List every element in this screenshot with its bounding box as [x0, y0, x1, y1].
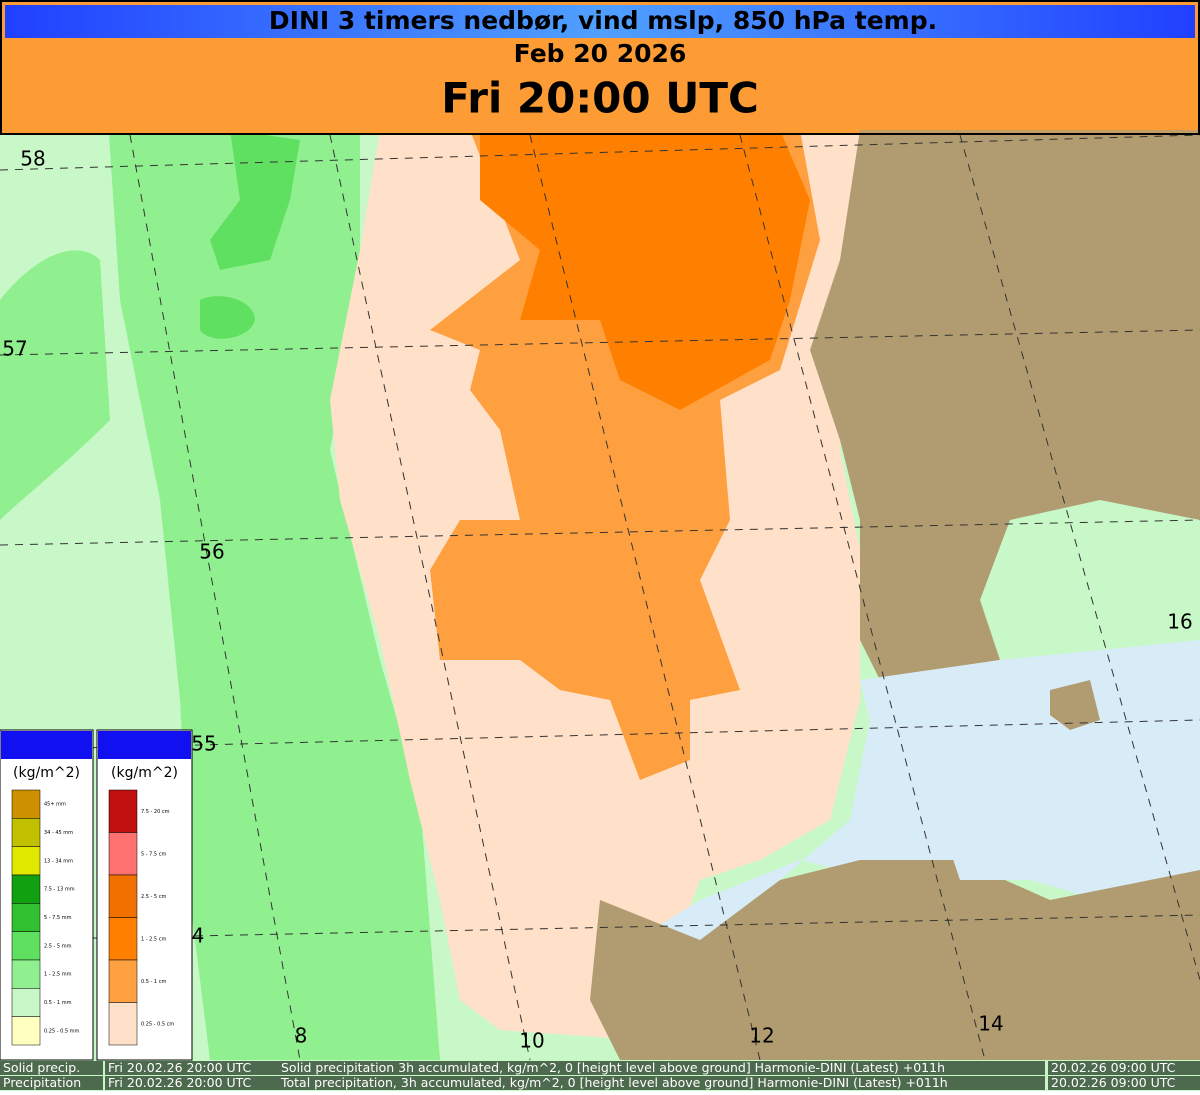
graticule: [0, 134, 1200, 1061]
legend-item: 34 - 45 mm: [44, 830, 73, 836]
sea: [620, 640, 1200, 1040]
lon-label: 10: [519, 1029, 544, 1053]
lat-label: 57: [2, 337, 27, 361]
legend-item: 7.5 - 20 cm: [141, 809, 170, 815]
lat-label: 55: [191, 732, 216, 756]
legend-item: 2.5 - 5 mm: [44, 943, 72, 949]
legend-swatch: [108, 789, 138, 833]
legend-item: 0.5 - 1 mm: [44, 1000, 72, 1006]
footer-text: Precipitation: [3, 1075, 81, 1090]
legend-swatch: [11, 931, 41, 961]
footer-cell: [105, 1061, 278, 1075]
green-area: [210, 130, 300, 270]
island: [1050, 680, 1100, 730]
legends: (kg/m^2) 45+ mm 34 - 45 mm 13 - 34 mm 7.5 - …: [0, 729, 193, 1061]
legend-swatch: [11, 789, 41, 819]
legend-swatch: [11, 1016, 41, 1046]
footer-text: 20.02.26 09:00 UTC: [1051, 1060, 1176, 1075]
title: DINI 3 timers nedbør, vind mslp, 850 hPa…: [269, 6, 937, 35]
legend-swatch: [11, 846, 41, 876]
time: Fri 20:00 UTC: [441, 74, 759, 123]
legend-item: 0.25 - 0.5 cm: [141, 1021, 174, 1027]
footer-text: 20.02.26 09:00 UTC: [1051, 1075, 1176, 1090]
footer-text: Fri 20.02.26 20:00 UTC: [108, 1060, 252, 1075]
land-south: [590, 860, 1200, 1060]
lon-label: 14: [978, 1012, 1003, 1036]
legend-swatch: [108, 874, 138, 918]
date: Feb 20 2026: [514, 39, 687, 68]
legend-item: 1 - 2.5 cm: [141, 936, 166, 942]
legend-swatch: [11, 988, 41, 1017]
title-bar: [5, 5, 1195, 38]
legend-swatch: [11, 959, 41, 989]
legend-swatch: [11, 818, 41, 847]
legend-item: 2.5 - 5 cm: [141, 894, 166, 900]
footer-cell: [278, 1076, 1045, 1090]
legend-item: 1 - 2.5 mm: [44, 972, 72, 978]
land-sweden: [810, 130, 1200, 680]
legend-swatch: [11, 874, 41, 904]
footer-text: Total precipitation, 3h accumulated, kg/…: [280, 1075, 948, 1090]
legend-swatch: [11, 903, 41, 932]
legend-swatch: [108, 832, 138, 876]
footer-cell: [105, 1076, 278, 1090]
green-area: [0, 250, 110, 521]
lagoon: [940, 800, 1050, 880]
legend-swatch: [108, 917, 138, 961]
legend-item: 0.5 - 1 cm: [141, 979, 166, 985]
footer-cell: [0, 1076, 103, 1090]
footer-text: Fri 20.02.26 20:00 UTC: [108, 1075, 252, 1090]
footer-text: Solid precip.: [3, 1060, 80, 1075]
footer-cell: [1048, 1076, 1200, 1090]
lat-label: 58: [20, 147, 45, 171]
lon-label: 16: [1167, 610, 1192, 634]
lat-label: 56: [199, 540, 224, 564]
lon-labels: 8 10 12 14 16: [295, 610, 1193, 1053]
footer-cell: [1048, 1061, 1200, 1075]
legend-unit: (kg/m^2): [111, 765, 178, 781]
lat-label: 4: [192, 924, 205, 948]
legend-item: 13 - 34 mm: [44, 858, 73, 864]
lon-label: 8: [295, 1024, 308, 1048]
lat-labels: 58 57 56 55 4: [2, 147, 224, 948]
legend-item: 5 - 7.5 mm: [44, 915, 72, 921]
footer-cell: [0, 1061, 103, 1075]
legend-swatch: [108, 1002, 138, 1046]
legend-header: [98, 731, 191, 759]
legend-header: [1, 731, 92, 759]
legend-unit: (kg/m^2): [13, 765, 80, 781]
legend-item: 45+ mm: [44, 802, 66, 808]
footer: Solid precip. Fri 20.02.26 20:00 UTC Solid…: [0, 1060, 1200, 1090]
lon-label: 12: [749, 1024, 774, 1048]
legend-item: 0.25 - 0.5 mm: [44, 1028, 80, 1034]
green-area: [200, 296, 255, 339]
legend-item: 7.5 - 13 mm: [44, 887, 75, 893]
legend-item: 5 - 7.5 cm: [141, 851, 166, 857]
legend-swatch: [108, 959, 138, 1003]
footer-cell: [278, 1061, 1045, 1075]
footer-text: Solid precipitation 3h accumulated, kg/m…: [281, 1060, 945, 1075]
